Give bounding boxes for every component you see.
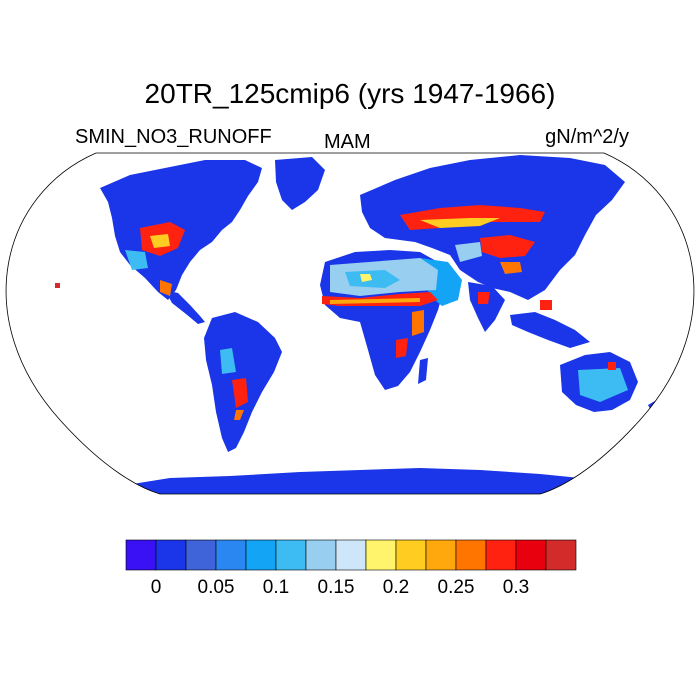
colorbar-swatch [365, 539, 397, 571]
colorbar-tick-label: 0 [150, 577, 162, 598]
central-america-landmass [165, 290, 205, 324]
colorbar-swatch [395, 539, 427, 571]
globe-outline [5, 152, 695, 495]
greenland-landmass [275, 157, 325, 210]
season-label: MAM [324, 131, 371, 153]
madagascar-landmass [418, 358, 428, 384]
variable-label: SMIN_NO3_RUNOFF [75, 126, 272, 148]
eurasia-landmass [360, 155, 625, 300]
units-label: gN/m^2/y [545, 126, 629, 148]
colorbar-swatch [545, 539, 577, 571]
colorbar-swatch [155, 539, 187, 571]
new-zealand-landmass [648, 398, 668, 420]
colorbar-swatch [275, 539, 307, 571]
plot-title: 20TR_125cmip6 (yrs 1947-1966) [144, 78, 556, 109]
field-patches [125, 205, 628, 420]
southeast-asia-islands [510, 312, 590, 348]
colorbar-swatch [125, 539, 157, 571]
colorbar [125, 539, 577, 571]
colorbar-swatch [455, 539, 487, 571]
colorbar-swatch [215, 539, 247, 571]
colorbar-tick-label: 0.3 [502, 577, 530, 598]
colorbar-swatch [185, 539, 217, 571]
colorbar-swatch [305, 539, 337, 571]
colorbar-swatch [335, 539, 367, 571]
colorbar-tick-label: 0.05 [197, 577, 235, 598]
land-field [55, 155, 668, 494]
colorbar-swatch [425, 539, 457, 571]
colorbar-tick-label: 0.25 [437, 577, 475, 598]
colorbar-tick-label: 0.15 [317, 577, 355, 598]
hawaii-speck [55, 283, 60, 288]
colorbar-swatch [515, 539, 547, 571]
antarctica-landmass [120, 468, 600, 494]
colorbar-tick-label: 0.1 [262, 577, 290, 598]
colorbar-swatch [245, 539, 277, 571]
colorbar-tick-label: 0.2 [382, 577, 410, 598]
colorbar-swatch [485, 539, 517, 571]
india-landmass [468, 282, 505, 332]
